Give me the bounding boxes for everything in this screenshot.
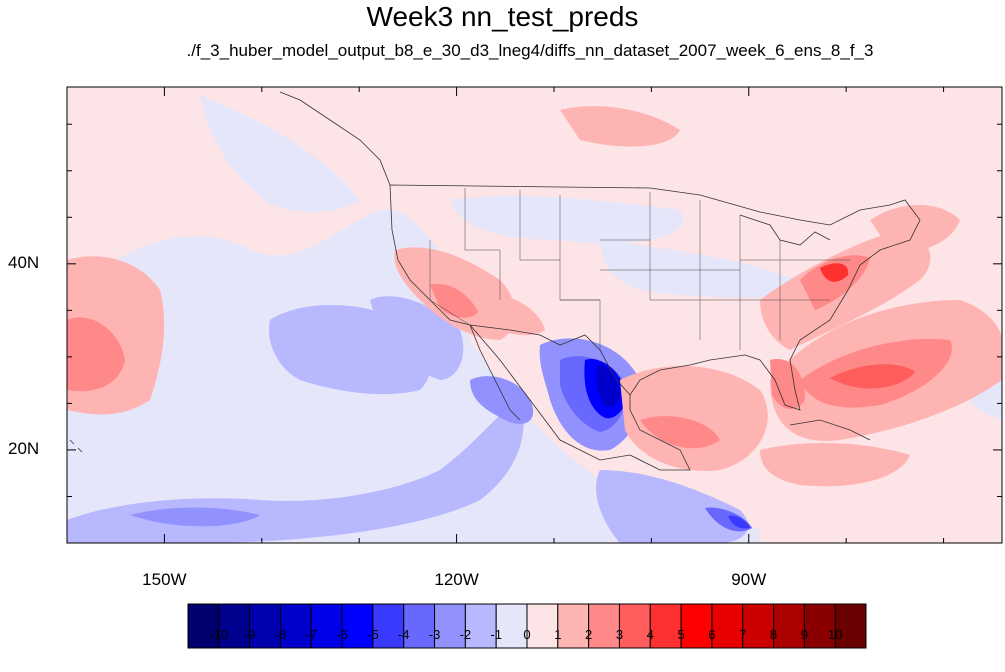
colorbar-box xyxy=(372,603,405,649)
colorbar-tick-label: -1 xyxy=(490,627,502,642)
cuba-outline xyxy=(789,419,871,441)
mexico-outline xyxy=(469,324,691,471)
colorbar-box xyxy=(834,603,867,649)
tropical-pacific-blue-deeper xyxy=(130,507,260,527)
gulf-red-core xyxy=(640,416,720,449)
great-lakes xyxy=(739,214,831,246)
colorbar-tick-label: 4 xyxy=(646,627,654,642)
new-england-red-region xyxy=(870,205,960,252)
gulf-red-region xyxy=(620,366,768,471)
colorbar-tick-label: 0 xyxy=(523,627,531,642)
north-pacific-red-patch xyxy=(560,106,680,147)
canada-light-blue-region xyxy=(450,195,684,244)
colorbar-tick-label: -7 xyxy=(305,627,318,642)
colorbar-box xyxy=(526,603,559,649)
map-frame xyxy=(66,86,1003,544)
pacific-south-blue-patch xyxy=(370,296,464,380)
colorbar-tick-label: -5 xyxy=(367,627,379,642)
colorbar-tick-label: 5 xyxy=(677,627,685,642)
colorbar-box xyxy=(495,603,528,649)
axis-ticks xyxy=(66,87,1002,543)
central-pacific-red-core xyxy=(67,317,125,392)
baja-outline xyxy=(469,324,521,421)
coastline-layer xyxy=(69,91,921,471)
california-red-core xyxy=(430,284,478,318)
colorbar-tick-label: 8 xyxy=(769,627,778,642)
colorbar-box xyxy=(464,603,497,649)
colorbar-tick-label: 9 xyxy=(800,627,808,642)
state-borders-layer xyxy=(429,188,850,350)
lat-tick-label: 40N xyxy=(8,252,40,272)
plot-subtitle: ./f_3_huber_model_output_b8_e_30_d3_lneg… xyxy=(186,41,874,60)
central-america-blue-deep xyxy=(728,515,750,529)
colorbar-box xyxy=(618,603,651,649)
mid-atlantic-red-region xyxy=(800,255,870,310)
eastern-pacific-red-region xyxy=(760,443,910,487)
colorbar-tick-label: 10 xyxy=(827,627,843,642)
colorbar-box xyxy=(341,603,374,649)
colorbar-box xyxy=(773,603,805,649)
colorbar-tick-label: 7 xyxy=(739,627,747,642)
us-outline xyxy=(389,184,921,411)
colorbar-box xyxy=(249,603,281,649)
tropical-pacific-blue-band xyxy=(67,400,524,543)
hawaii-islands xyxy=(69,439,83,453)
colorbar-box xyxy=(434,603,466,649)
colorbar-tick-label: 3 xyxy=(615,627,624,642)
colorbar-tick-label: -10 xyxy=(209,627,229,642)
colorbar-box xyxy=(711,603,744,649)
colorbar-tick-label: -2 xyxy=(459,627,472,642)
colorbar-tick-label: -9 xyxy=(243,627,256,642)
colorbar-tick-label: 2 xyxy=(585,627,593,642)
colorbar-box xyxy=(187,603,220,649)
colorbar-tick-label: -3 xyxy=(428,627,441,642)
mexico-blue-core xyxy=(595,364,620,408)
mid-atlantic-red-core xyxy=(820,263,849,282)
lon-tick-label: 150W xyxy=(142,570,187,589)
plot-title: Week3 nn_test_preds xyxy=(366,1,639,32)
colorbar-tick-label: -6 xyxy=(336,627,348,642)
baja-blue-region xyxy=(470,376,534,424)
north-pacific-light-blue-region xyxy=(200,95,360,212)
atlantic-red-core xyxy=(830,364,915,389)
colorbar-box xyxy=(279,603,312,649)
plains-light-blue-region xyxy=(600,240,820,298)
colorbar-tick-label: -4 xyxy=(397,627,410,642)
arizona-red-region xyxy=(480,294,545,336)
lon-tick-label: 120W xyxy=(434,570,479,589)
colorbar-tick-label: 1 xyxy=(554,627,562,642)
colorbar-box xyxy=(310,603,343,649)
lat-tick-label: 20N xyxy=(8,438,40,458)
central-america-blue-band xyxy=(596,470,749,543)
canada-coast xyxy=(279,91,391,186)
lon-tick-label: 90W xyxy=(731,570,767,589)
anomaly-field-layer xyxy=(67,95,1002,543)
colorbar-box xyxy=(649,603,682,649)
colorbar-box xyxy=(742,603,775,649)
colorbar-box xyxy=(588,603,620,649)
colorbar-tick-label: 6 xyxy=(708,627,716,642)
colorbar-tick-label: -8 xyxy=(274,627,287,642)
